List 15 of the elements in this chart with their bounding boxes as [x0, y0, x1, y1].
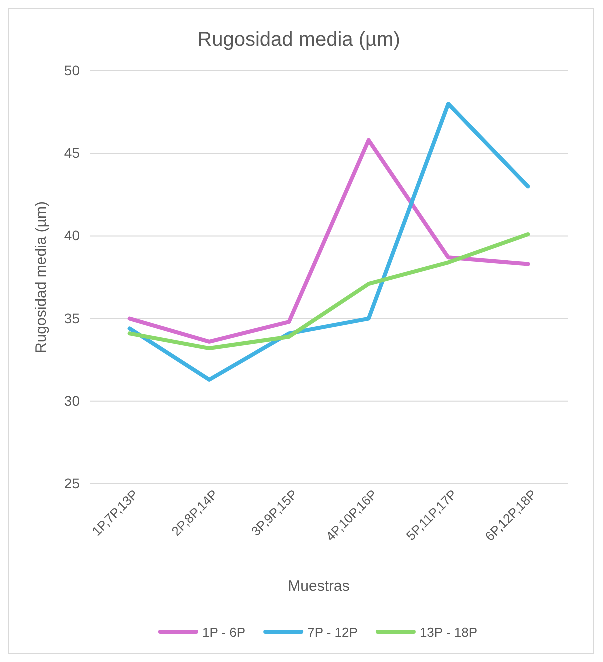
y-tick-label: 25	[64, 475, 80, 492]
y-tick-label: 50	[64, 62, 80, 78]
y-axis-title: Rugosidad media (µm)	[33, 201, 50, 354]
y-tick-label: 35	[64, 310, 80, 326]
chart-title: Rugosidad media (µm)	[198, 29, 400, 51]
legend-label: 7P - 12P	[308, 625, 358, 640]
legend-label: 13P - 18P	[420, 625, 478, 640]
y-tick-label: 30	[64, 392, 80, 409]
legend-label: 1P - 6P	[202, 625, 246, 640]
line-series	[128, 138, 530, 344]
line-series	[128, 232, 530, 351]
x-axis-title: Muestras	[288, 578, 350, 595]
y-tick-label: 40	[64, 228, 80, 244]
y-tick-label: 45	[64, 145, 80, 162]
line-series	[128, 102, 530, 382]
